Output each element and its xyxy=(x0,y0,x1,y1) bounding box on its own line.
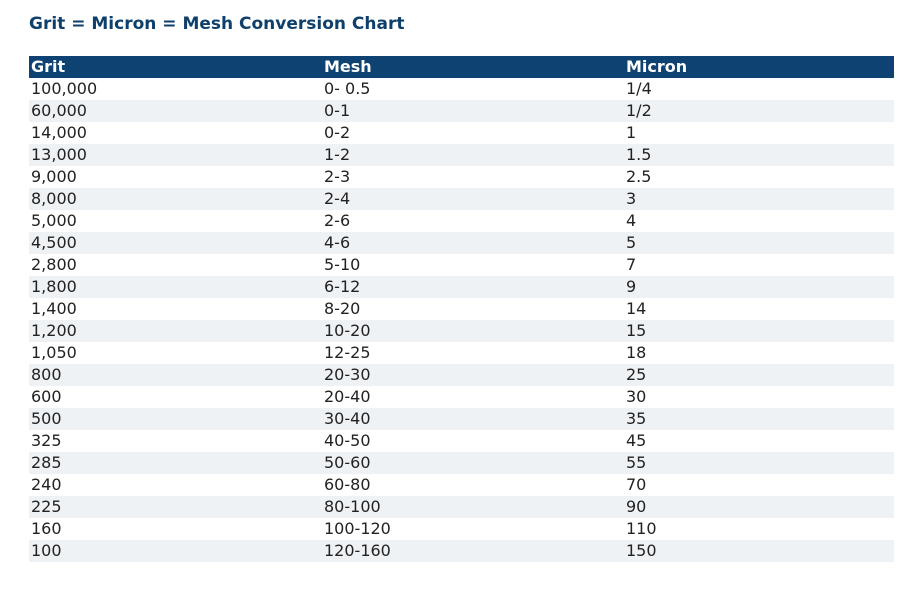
cell-mesh: 100-120 xyxy=(324,519,391,538)
cell-mesh: 2-6 xyxy=(324,211,351,230)
cell-grit: 5,000 xyxy=(31,211,77,230)
table-row: 100 120-160 150 xyxy=(29,540,894,562)
table-row: 1,400 8-20 14 xyxy=(29,298,894,320)
cell-mesh: 40-50 xyxy=(324,431,371,450)
table-row: 1,050 12-25 18 xyxy=(29,342,894,364)
cell-micron: 2.5 xyxy=(626,167,652,186)
cell-grit: 8,000 xyxy=(29,188,322,210)
cell-micron: 70 xyxy=(626,475,647,494)
table-row: 160 100-120 110 xyxy=(29,518,894,540)
cell-grit: 100 xyxy=(29,540,322,562)
cell-micron: 14 xyxy=(626,299,647,318)
cell-mesh: 20-30 xyxy=(322,364,624,386)
table-row: 500 30-40 35 xyxy=(29,408,894,430)
cell-mesh: 5-10 xyxy=(324,255,361,274)
cell-mesh: 30-40 xyxy=(322,408,624,430)
cell-grit: 4,500 xyxy=(29,232,322,254)
cell-micron: 35 xyxy=(624,408,894,430)
table-row: 8,000 2-4 3 xyxy=(29,188,894,210)
cell-mesh: 0- 0.5 xyxy=(324,79,371,98)
cell-mesh: 80-100 xyxy=(322,496,624,518)
cell-mesh: 4-6 xyxy=(322,232,624,254)
cell-grit: 2,800 xyxy=(31,255,77,274)
cell-grit: 285 xyxy=(29,452,322,474)
cell-mesh: 6-12 xyxy=(322,276,624,298)
table-row: 285 50-60 55 xyxy=(29,452,894,474)
table-row: 2,800 5-10 7 xyxy=(29,254,894,276)
cell-grit: 100,000 xyxy=(31,79,98,98)
cell-micron: 18 xyxy=(626,343,647,362)
table-row: 4,500 4-6 5 xyxy=(29,232,894,254)
cell-mesh: 120-160 xyxy=(322,540,624,562)
cell-micron: 3 xyxy=(624,188,894,210)
cell-mesh: 8-20 xyxy=(324,299,361,318)
cell-micron: 90 xyxy=(624,496,894,518)
conversion-table: Grit Mesh Micron 100,000 0- 0.5 1/4 60,000 0… xyxy=(29,56,894,562)
cell-grit: 600 xyxy=(31,387,62,406)
cell-mesh: 0-2 xyxy=(324,123,351,142)
cell-mesh: 12-25 xyxy=(324,343,371,362)
cell-grit: 1,200 xyxy=(29,320,322,342)
cell-grit: 240 xyxy=(31,475,62,494)
cell-grit: 9,000 xyxy=(31,167,77,186)
cell-micron: 7 xyxy=(626,255,637,274)
table-row: 1,800 6-12 9 xyxy=(29,276,894,298)
cell-grit: 1,400 xyxy=(31,299,77,318)
cell-mesh: 2-3 xyxy=(324,167,351,186)
cell-micron: 110 xyxy=(626,519,657,538)
cell-grit: 13,000 xyxy=(29,144,322,166)
cell-micron: 1/2 xyxy=(624,100,894,122)
table-row: 14,000 0-2 1 xyxy=(29,122,894,144)
cell-mesh: 1-2 xyxy=(322,144,624,166)
table-row: 60,000 0-1 1/2 xyxy=(29,100,894,122)
cell-micron: 150 xyxy=(624,540,894,562)
table-row: 13,000 1-2 1.5 xyxy=(29,144,894,166)
cell-grit: 500 xyxy=(29,408,322,430)
table-row: 240 60-80 70 xyxy=(29,474,894,496)
cell-grit: 800 xyxy=(29,364,322,386)
table-row: 800 20-30 25 xyxy=(29,364,894,386)
table-row: 325 40-50 45 xyxy=(29,430,894,452)
table-row: 9,000 2-3 2.5 xyxy=(29,166,894,188)
page-title: Grit = Micron = Mesh Conversion Chart xyxy=(29,14,405,34)
cell-grit: 325 xyxy=(31,431,62,450)
cell-mesh: 2-4 xyxy=(322,188,624,210)
cell-micron: 5 xyxy=(624,232,894,254)
cell-grit: 160 xyxy=(31,519,62,538)
cell-micron: 1/4 xyxy=(626,79,652,98)
cell-micron: 30 xyxy=(626,387,647,406)
cell-mesh: 60-80 xyxy=(324,475,371,494)
cell-micron: 55 xyxy=(624,452,894,474)
cell-grit: 60,000 xyxy=(29,100,322,122)
cell-grit: 1,050 xyxy=(31,343,77,362)
cell-grit: 1,800 xyxy=(29,276,322,298)
cell-micron: 1.5 xyxy=(624,144,894,166)
cell-grit: 225 xyxy=(29,496,322,518)
header-mesh: Mesh xyxy=(322,56,624,78)
table-body: 100,000 0- 0.5 1/4 60,000 0-1 1/2 14,000 0-2 1 13… xyxy=(29,78,894,562)
cell-mesh: 20-40 xyxy=(324,387,371,406)
cell-micron: 9 xyxy=(624,276,894,298)
cell-micron: 4 xyxy=(626,211,637,230)
header-row: Grit Mesh Micron xyxy=(29,56,894,78)
cell-mesh: 10-20 xyxy=(322,320,624,342)
table-row: 225 80-100 90 xyxy=(29,496,894,518)
cell-mesh: 50-60 xyxy=(322,452,624,474)
table-header: Grit Mesh Micron xyxy=(29,56,894,78)
cell-micron: 15 xyxy=(624,320,894,342)
cell-micron: 25 xyxy=(624,364,894,386)
cell-grit: 14,000 xyxy=(31,123,87,142)
table-row: 1,200 10-20 15 xyxy=(29,320,894,342)
header-grit: Grit xyxy=(29,56,322,78)
cell-micron: 1 xyxy=(626,123,637,142)
cell-micron: 45 xyxy=(626,431,647,450)
table-row: 600 20-40 30 xyxy=(29,386,894,408)
header-micron: Micron xyxy=(624,56,894,78)
cell-mesh: 0-1 xyxy=(322,100,624,122)
table-row: 100,000 0- 0.5 1/4 xyxy=(29,78,894,100)
table-row: 5,000 2-6 4 xyxy=(29,210,894,232)
